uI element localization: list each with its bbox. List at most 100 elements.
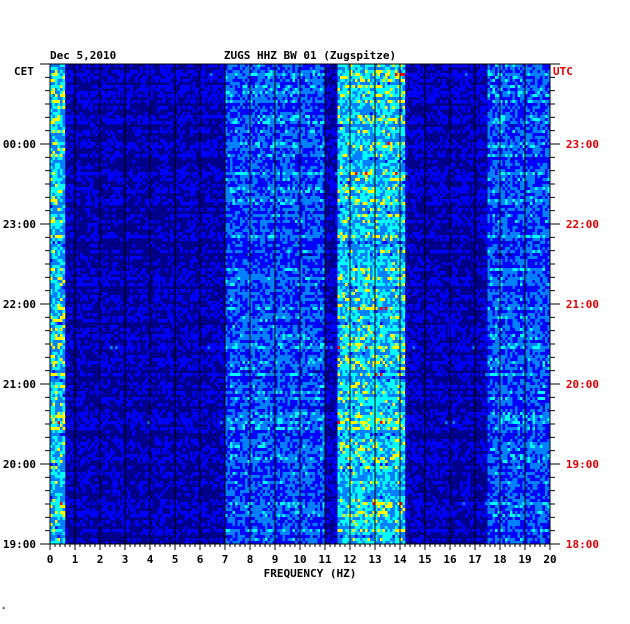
heatmap-cell [442,64,446,68]
heatmap-cell [282,130,286,134]
heatmap-cell [242,130,246,134]
heatmap-cell [375,109,378,113]
heatmap-cell [400,82,403,86]
right-timezone-label: UTC [553,65,573,78]
heatmap-cell [57,148,61,152]
heatmap-cell [517,130,521,134]
heatmap-cell [120,79,123,83]
heatmap-cell [300,112,303,116]
heatmap-cell [237,172,241,176]
heatmap-cell [250,172,253,176]
heatmap-cell [267,91,271,95]
heatmap-cell [530,169,533,173]
heatmap-cell [507,169,511,173]
heatmap-cell [222,64,226,68]
heatmap-cell [315,172,318,176]
heatmap-cell [350,169,353,173]
heatmap-cell [202,151,206,155]
heatmap-cell [155,130,158,134]
heatmap-cell [170,100,173,104]
heatmap-cell [507,133,511,137]
heatmap-cell [482,106,486,110]
heatmap-cell [367,130,371,134]
heatmap-cell [477,130,481,134]
heatmap-cell [522,136,526,140]
heatmap-cell [475,64,478,68]
heatmap-cell [172,91,176,95]
heatmap-cell [515,127,518,131]
heatmap-cell [530,76,533,80]
heatmap-cell [70,148,73,152]
heatmap-cell [192,145,196,149]
heatmap-cell [512,67,516,71]
heatmap-cell [202,127,206,131]
heatmap-cell [402,133,406,137]
heatmap-cell [65,91,68,95]
heatmap-cell [310,88,313,92]
heatmap-cell [480,64,483,68]
heatmap-cell [452,115,456,119]
heatmap-cell [227,100,231,104]
heatmap-cell [282,148,286,152]
heatmap-cell [50,109,53,113]
heatmap-cell [350,91,353,95]
heatmap-cell [342,67,346,71]
heatmap-cell [537,94,541,98]
heatmap-cell [547,64,551,68]
heatmap-cell [467,73,471,77]
heatmap-cell [290,79,293,83]
heatmap-cell [542,139,546,143]
heatmap-cell [270,79,273,83]
heatmap-cell [237,121,241,125]
heatmap-cell [482,88,486,92]
heatmap-cell [357,172,361,176]
heatmap-cell [357,106,361,110]
heatmap-cell [177,121,181,125]
heatmap-cell [182,91,186,95]
heatmap-cell [295,82,298,86]
heatmap-cell [290,124,293,128]
heatmap-cell [537,166,541,170]
heatmap-cell [405,97,408,101]
heatmap-cell [295,67,298,71]
heatmap-cell [115,169,118,173]
heatmap-cell [250,121,253,125]
heatmap-cell [60,154,63,158]
heatmap-cell [210,64,213,68]
heatmap-cell [345,133,348,137]
heatmap-cell [350,163,353,167]
heatmap-cell [65,115,68,119]
heatmap-cell [285,151,288,155]
heatmap-cell [80,166,83,170]
heatmap-cell [545,142,548,146]
heatmap-cell [492,151,496,155]
heatmap-cell [360,145,363,149]
heatmap-cell [352,112,356,116]
heatmap-cell [332,91,336,95]
heatmap-cell [287,136,291,140]
heatmap-cell [185,88,188,92]
heatmap-cell [482,100,486,104]
heatmap-cell [492,166,496,170]
heatmap-cell [512,139,516,143]
heatmap-cell [477,91,481,95]
heatmap-cell [67,79,71,83]
heatmap-cell [165,88,168,92]
heatmap-cell [502,106,506,110]
heatmap-cell [290,154,293,158]
heatmap-cell [330,88,333,92]
heatmap-cell [105,100,108,104]
heatmap-cell [252,166,256,170]
heatmap-cell [525,145,528,149]
heatmap-cell [352,109,356,113]
heatmap-cell [507,118,511,122]
heatmap-cell [540,79,543,83]
heatmap-cell [547,70,551,74]
heatmap-cell [247,118,251,122]
heatmap-cell [290,67,293,71]
heatmap-cell [527,118,531,122]
heatmap-cell [407,94,411,98]
heatmap-cell [547,82,551,86]
heatmap-cell [420,169,423,173]
heatmap-cell [245,166,248,170]
